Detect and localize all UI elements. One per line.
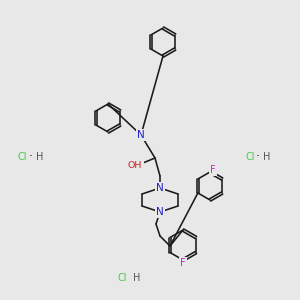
Text: ·: · (29, 151, 33, 164)
Text: ·: · (256, 151, 260, 164)
Text: F: F (180, 258, 186, 268)
Text: Cl: Cl (18, 152, 28, 162)
Text: N: N (156, 183, 164, 193)
Text: H: H (133, 273, 140, 283)
Text: Cl: Cl (118, 273, 128, 283)
Text: OH: OH (128, 161, 142, 170)
Text: H: H (263, 152, 270, 162)
Text: F: F (210, 165, 216, 175)
Text: H: H (36, 152, 44, 162)
Text: Cl: Cl (245, 152, 254, 162)
Text: N: N (137, 130, 145, 140)
Text: N: N (156, 207, 164, 217)
